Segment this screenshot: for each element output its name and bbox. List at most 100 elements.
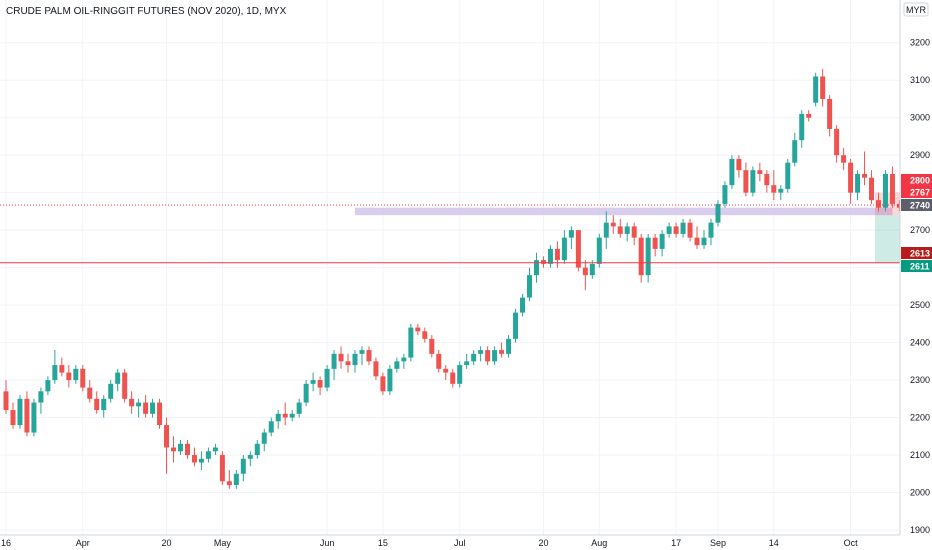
price-badge — [901, 260, 932, 272]
candle-body — [799, 113, 805, 141]
currency-label-box[interactable] — [903, 2, 929, 17]
candle-body — [10, 410, 16, 426]
x-tick-label: Aug — [591, 538, 607, 548]
candle-body — [122, 372, 128, 399]
candle-body — [624, 226, 630, 234]
grid-lines — [0, 0, 900, 535]
candle-body — [896, 203, 902, 208]
candle-body — [513, 312, 519, 339]
candle-body — [87, 387, 93, 399]
price-badge — [901, 174, 932, 186]
candle-body — [834, 128, 840, 156]
position-target-zone — [875, 215, 903, 264]
candle-body — [171, 447, 177, 452]
candle-body — [827, 98, 833, 129]
candle-body — [73, 368, 79, 381]
candle-body — [855, 173, 861, 193]
x-tick-label: Oct — [844, 538, 859, 548]
candle-body — [561, 237, 567, 261]
candle-body — [820, 76, 826, 99]
candle-body — [205, 451, 211, 459]
candle-body — [191, 455, 197, 463]
candle-body — [352, 353, 358, 366]
candle-body — [415, 327, 421, 332]
x-tick-label: Jun — [320, 538, 335, 548]
horizontal-lines — [0, 204, 900, 264]
price-badge — [901, 199, 932, 211]
y-tick-label: 2700 — [910, 225, 930, 235]
price-badges: 2800 2767 2740 2613 2611 — [901, 174, 932, 272]
candle-body — [547, 248, 553, 264]
time-axis[interactable]: 16 Apr 20 May Jun 15 Jul 20 Aug 17 Sep 14 Oct — [1, 538, 858, 548]
candle-body — [226, 481, 232, 486]
y-tick-label: 2400 — [910, 338, 930, 348]
candle-body — [527, 275, 532, 298]
y-tick-label: 3100 — [910, 75, 930, 85]
candle-body — [603, 222, 609, 238]
candle-body — [24, 398, 30, 433]
candle-body — [589, 263, 595, 276]
candle-body — [540, 260, 546, 264]
y-tick-label: 2900 — [910, 150, 930, 160]
candle-body — [659, 233, 665, 249]
candle-body — [429, 338, 435, 354]
candle-body — [115, 372, 121, 384]
candle-body — [492, 350, 498, 362]
price-badge-label: 2613 — [910, 249, 930, 259]
price-badge-label: 2767 — [910, 188, 930, 198]
candle-body — [164, 425, 170, 448]
price-badge — [901, 186, 932, 198]
candlestick-series — [3, 68, 916, 489]
candle-body — [184, 443, 190, 456]
chart-zones — [355, 192, 903, 264]
candle-body — [876, 200, 881, 208]
candle-body — [359, 350, 365, 354]
candle-body — [136, 402, 142, 407]
x-tick-label: May — [214, 538, 232, 548]
candle-body — [750, 170, 756, 193]
candle-body — [631, 226, 637, 238]
candle-body — [178, 443, 183, 452]
candle-body — [129, 398, 135, 407]
candle-body — [554, 248, 560, 261]
candle-body — [652, 237, 658, 249]
candle-body — [771, 185, 777, 193]
y-tick-label: 2000 — [910, 488, 930, 498]
candle-body — [345, 361, 351, 366]
candle-body — [108, 383, 114, 399]
candle-body — [638, 237, 644, 276]
candle-body — [680, 222, 686, 234]
candle-body — [143, 402, 149, 414]
candle-body — [394, 361, 400, 369]
x-tick-label: 14 — [769, 538, 779, 548]
candle-body — [736, 158, 742, 171]
candle-body — [610, 222, 616, 227]
candle-body — [778, 188, 784, 193]
candle-body — [261, 432, 267, 444]
candle-body — [792, 140, 798, 163]
candle-body — [408, 327, 414, 358]
candle-body — [17, 398, 23, 426]
candle-body — [80, 368, 86, 388]
candle-body — [443, 368, 449, 373]
x-tick-label: Sep — [710, 538, 726, 548]
candle-body — [373, 361, 379, 377]
candle-body — [533, 260, 539, 276]
price-badge-label: 2800 — [910, 176, 930, 186]
candle-body — [806, 113, 812, 118]
candle-body — [247, 455, 253, 459]
candle-body — [380, 376, 386, 392]
currency-label: MYR — [906, 5, 927, 15]
candle-body — [862, 173, 868, 178]
candle-body — [813, 76, 819, 103]
candle-body — [324, 368, 330, 388]
candle-body — [52, 365, 58, 381]
candle-body — [575, 230, 581, 268]
x-tick-label: Jul — [454, 538, 466, 548]
price-badge-label: 2740 — [910, 201, 930, 211]
candle-body — [303, 383, 309, 403]
support-zone — [355, 207, 893, 216]
candle-body — [645, 237, 651, 276]
candle-body — [499, 350, 505, 354]
